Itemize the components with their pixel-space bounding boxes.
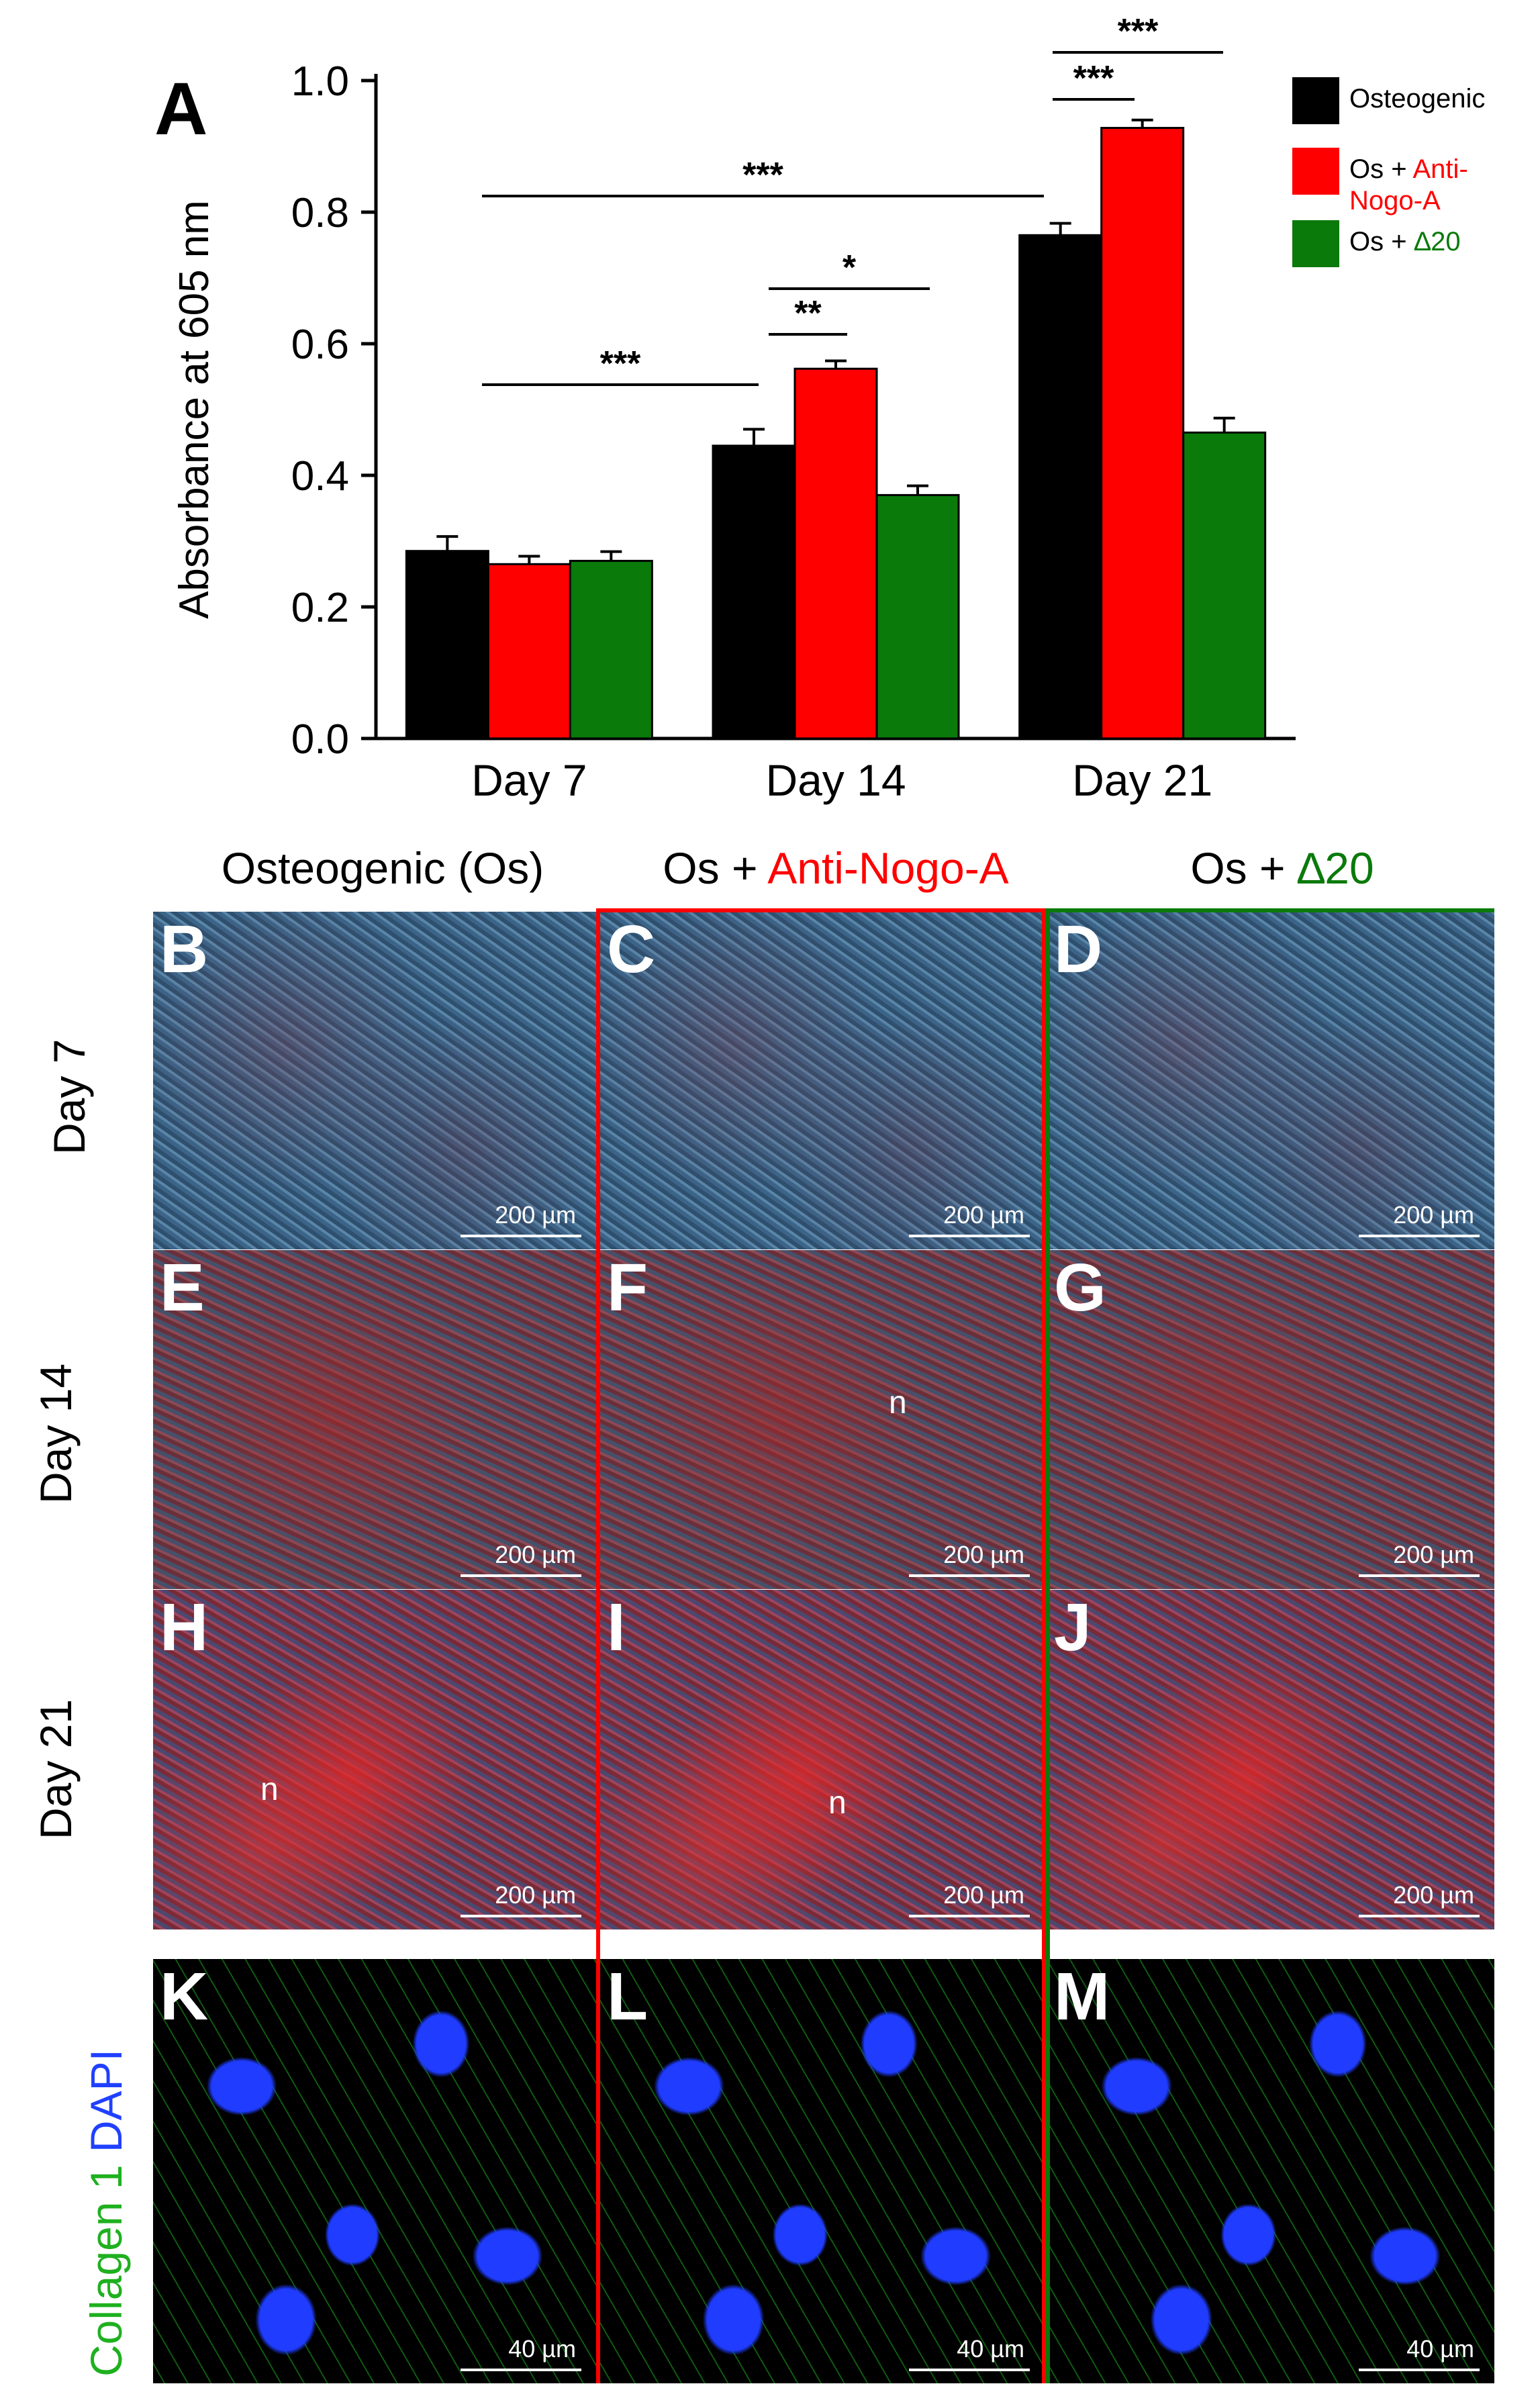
bar (1182, 431, 1267, 740)
micrograph-panel-f: F 200 µm n (600, 1250, 1045, 1589)
bar (569, 559, 653, 740)
scale-bar (461, 1235, 581, 1237)
panel-letter: F (607, 1250, 648, 1325)
panel-letter: K (160, 1959, 209, 2034)
panel-letter: H (160, 1590, 209, 1665)
scale-bar-label: 200 µm (943, 1881, 1024, 1909)
micrograph-panel-l: L 40 µm (600, 1959, 1045, 2383)
x-tick-label: Day 14 (765, 755, 906, 805)
nodule-label: n (889, 1385, 907, 1421)
legend-swatch (1292, 148, 1339, 195)
scale-bar-label: 40 µm (508, 2335, 576, 2363)
nodule-label: n (828, 1785, 847, 1821)
bar (1100, 127, 1185, 740)
micrograph-panel-g: G 200 µm (1047, 1250, 1494, 1589)
legend-label: Os + Anti- (1349, 154, 1468, 184)
row-label-day7: Day 7 (44, 1039, 94, 1155)
row-label-day21: Day 21 (31, 1699, 81, 1840)
y-tick-label: 0.8 (291, 190, 349, 236)
scale-bar (461, 2369, 581, 2371)
micrograph-panel-j: J 200 µm (1047, 1590, 1494, 1929)
micrograph-panel-k: K 40 µm (153, 1959, 596, 2383)
scale-bar-label: 200 µm (1393, 1881, 1474, 1909)
significance-label: *** (600, 344, 641, 383)
scale-bar (461, 1574, 581, 1577)
scale-bar (461, 1915, 581, 1917)
column-header-osteogenic: Osteogenic (Os) (221, 843, 544, 893)
legend-swatch (1292, 220, 1339, 267)
scale-bar-label: 40 µm (1406, 2335, 1474, 2363)
legend-label-cont: Nogo-A (1349, 186, 1441, 216)
column-header-anti-nogo: Os + Anti-Nogo-A (663, 843, 1009, 893)
y-tick-label: 0.2 (291, 585, 349, 631)
x-tick-label: Day 7 (471, 755, 587, 805)
micrograph-panel-d: D 200 µm (1047, 912, 1494, 1249)
significance-label: *** (742, 156, 783, 195)
panel-letter: B (160, 912, 209, 987)
bar (405, 550, 489, 740)
scale-bar-label: 200 µm (943, 1541, 1024, 1568)
scale-bar (909, 1235, 1030, 1237)
y-tick-label: 0.6 (291, 322, 349, 368)
y-tick-label: 0.4 (291, 453, 349, 499)
legend-label: Osteogenic (1349, 84, 1485, 113)
scale-bar (1359, 1915, 1480, 1917)
column-header-delta20: Os + ∆20 (1190, 843, 1374, 893)
panel-letter-a: A (154, 68, 207, 150)
scale-bar (1359, 2369, 1480, 2371)
legend-swatch (1292, 77, 1339, 124)
significance-label: * (843, 248, 857, 287)
panel-letter: I (607, 1590, 626, 1665)
scale-bar-label: 200 µm (495, 1541, 576, 1568)
nodule-label: n (260, 1772, 279, 1807)
row-label-collagen-dapi: Collagen 1 DAPI (81, 2049, 131, 2377)
panel-letter: D (1054, 912, 1103, 987)
panel-letter: G (1054, 1250, 1106, 1325)
significance-label: *** (1073, 59, 1114, 98)
panel-letter: C (607, 912, 656, 987)
scale-bar (909, 1915, 1030, 1917)
scale-bar (1359, 1235, 1480, 1237)
panel-letter: E (160, 1250, 205, 1325)
y-axis-label: Absorbance at 605 nm (171, 200, 218, 619)
scale-bar (909, 2369, 1030, 2371)
significance-label: *** (1118, 12, 1159, 51)
micrograph-panel-b: B 200 µm (153, 912, 596, 1249)
micrograph-panel-m: M 40 µm (1047, 1959, 1494, 2383)
panel-letter: M (1054, 1959, 1110, 2034)
significance-label: ** (794, 294, 822, 333)
bar (793, 367, 878, 740)
panel-letter: L (607, 1959, 648, 2034)
scale-bar (909, 1574, 1030, 1577)
legend-label: Os + ∆20 (1349, 227, 1461, 256)
micrograph-panel-e: E 200 µm (153, 1250, 596, 1589)
scale-bar-label: 40 µm (957, 2335, 1024, 2363)
scale-bar (1359, 1574, 1480, 1577)
bar (712, 444, 796, 740)
y-tick-label: 0.0 (291, 716, 349, 763)
scale-bar-label: 200 µm (495, 1201, 576, 1229)
absorbance-bar-chart: A 0.0 0.2 0.4 0.6 0.8 1.0 Absorbance at 605 nm D… (154, 12, 1485, 805)
y-tick-label: 1.0 (291, 58, 349, 105)
micrograph-panel-h: H 200 µm n (153, 1590, 596, 1929)
panel-letter: J (1054, 1590, 1092, 1665)
scale-bar-label: 200 µm (1393, 1201, 1474, 1229)
micrograph-panel-c: C 200 µm (600, 912, 1045, 1249)
bar (487, 563, 571, 740)
bar (875, 493, 960, 740)
scale-bar-label: 200 µm (943, 1201, 1024, 1229)
scale-bar-label: 200 µm (495, 1881, 576, 1909)
scale-bar-label: 200 µm (1393, 1541, 1474, 1568)
bar (1018, 234, 1103, 740)
x-tick-label: Day 21 (1072, 755, 1212, 805)
row-label-day14: Day 14 (31, 1363, 81, 1504)
micrograph-panel-i: I 200 µm n (600, 1590, 1045, 1929)
